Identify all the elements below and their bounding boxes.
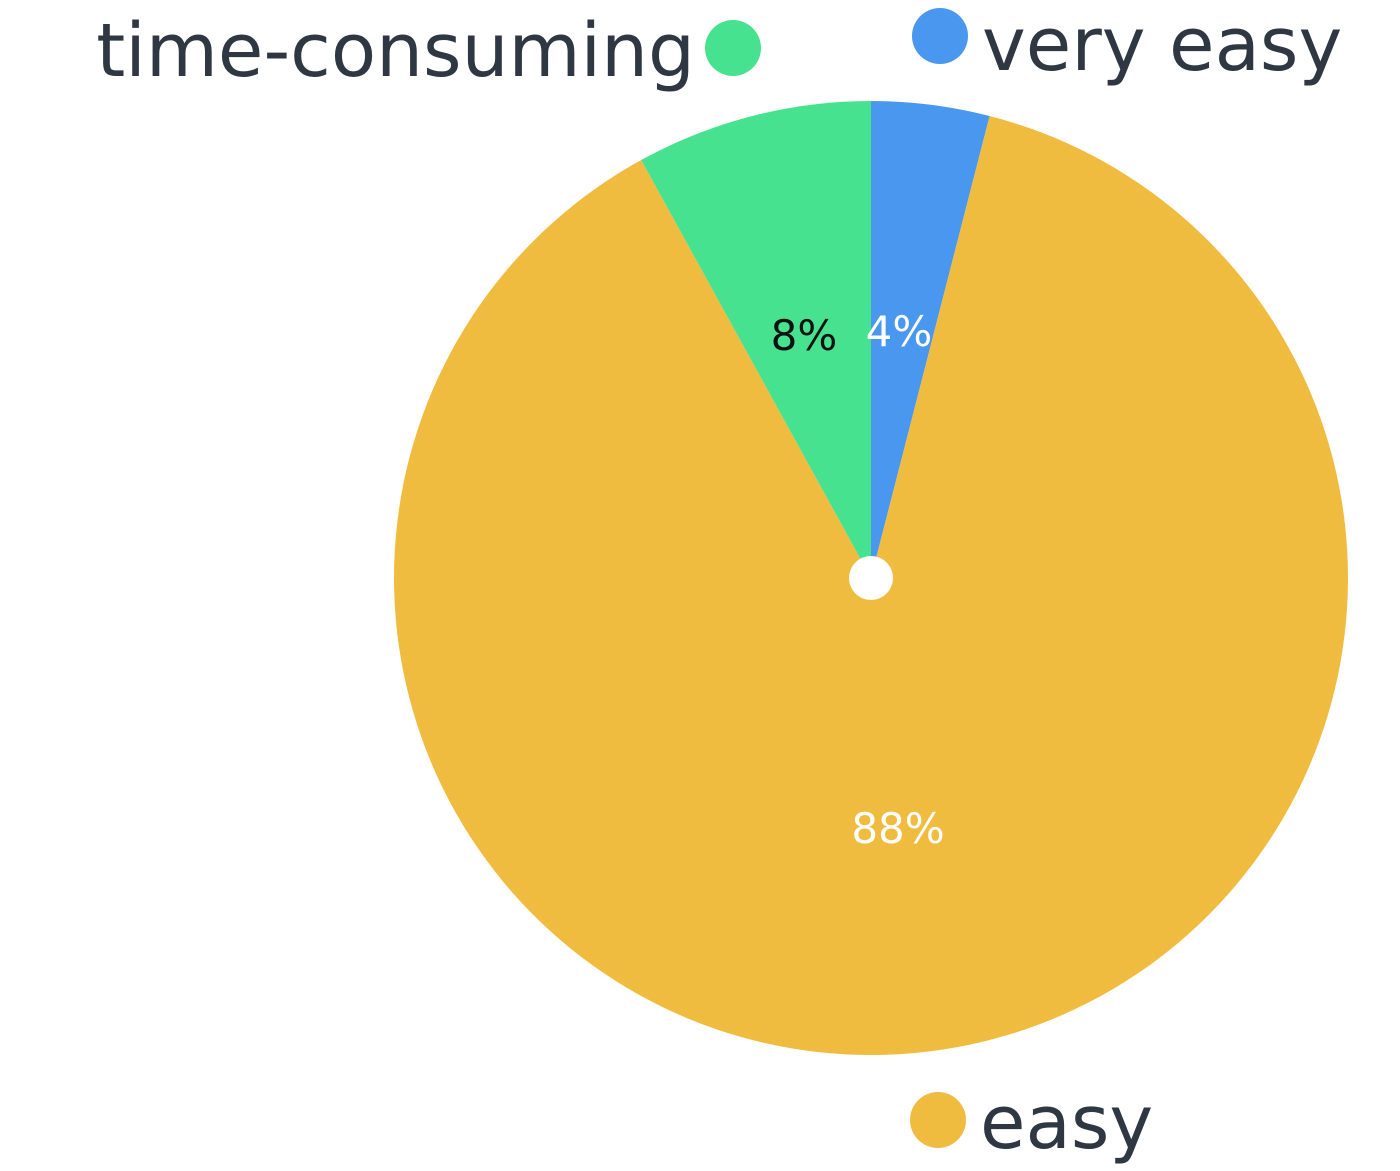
pie-slice-time-consuming [641,101,871,578]
pie-slice-very-easy [871,101,990,578]
percentage-labels: 4% 88% 8% [771,307,945,853]
legend-swatch-easy [910,1092,966,1148]
legend-item-time-consuming: time-consuming [96,8,761,94]
legend-item-easy: easy [910,1080,1153,1166]
legend-label-very-easy: very easy [982,2,1342,88]
legend-item-very-easy: very easy [912,2,1342,88]
pie-center-hole [849,556,893,600]
slice-value-label-time-consuming: 8% [771,311,838,360]
legend-label-easy: easy [980,1080,1153,1166]
legend-swatch-very-easy [912,8,968,64]
legend-label-time-consuming: time-consuming [96,8,695,94]
legend-swatch-time-consuming [705,20,761,76]
slice-value-label-very-easy: 4% [866,307,933,356]
slice-value-label-easy: 88% [851,804,944,853]
legend: time-consuming very easy easy [96,2,1342,1166]
